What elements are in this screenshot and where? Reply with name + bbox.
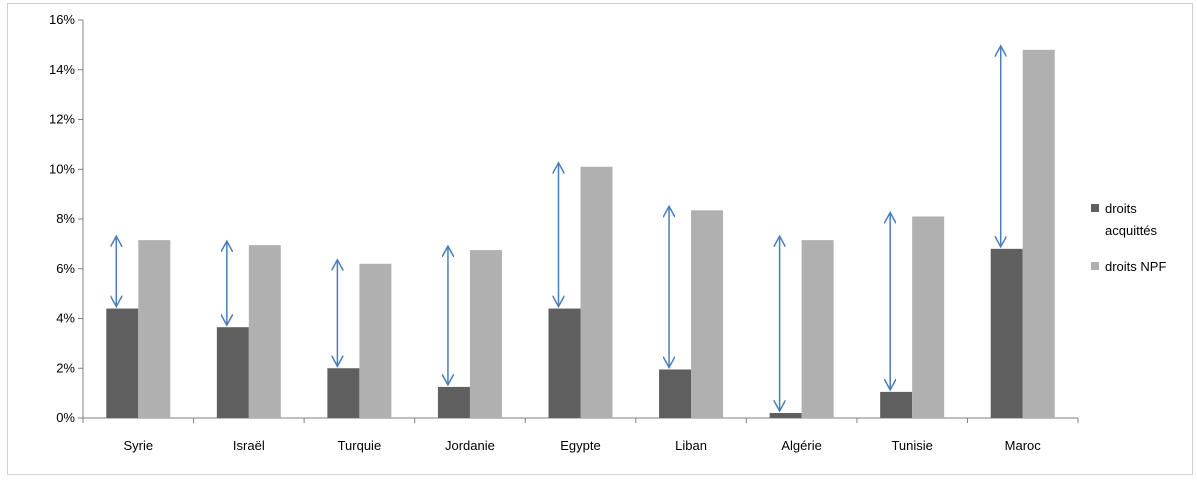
- x-tick-label: Algérie: [781, 438, 821, 453]
- bars: [106, 49, 1055, 418]
- bar-droits-acquittes: [106, 308, 139, 418]
- y-tick-label: 2%: [56, 360, 75, 375]
- bar-droits-acquittes: [216, 327, 249, 418]
- y-axis: 0% 2% 4% 6% 8% 10% 12% 14% 16%: [49, 12, 84, 425]
- bar-droits-acquittes: [327, 368, 360, 418]
- legend-label: acquittés: [1105, 223, 1158, 238]
- legend-label: droits: [1105, 201, 1137, 216]
- gap-arrows: [116, 46, 1000, 411]
- bar-droits-acquittes: [990, 248, 1023, 418]
- y-tick-label: 12%: [49, 112, 75, 127]
- bar-droits-npf: [1022, 49, 1055, 418]
- x-tick-label: Maroc: [1005, 438, 1042, 453]
- chart-frame: 0% 2% 4% 6% 8% 10% 12% 14% 16% Syrie Israël Turqui…: [7, 3, 1193, 475]
- x-tick-label: Liban: [675, 438, 707, 453]
- legend-swatch: [1091, 262, 1099, 270]
- legend: droits acquittés droits NPF: [1091, 201, 1166, 274]
- bar-droits-npf: [248, 245, 281, 418]
- y-tick-label: 16%: [49, 12, 75, 27]
- bar-droits-npf: [691, 210, 724, 418]
- legend-label: droits NPF: [1105, 259, 1166, 274]
- bar-droits-npf: [580, 166, 613, 418]
- y-tick-label: 8%: [56, 211, 75, 226]
- bar-droits-acquittes: [880, 391, 913, 418]
- bar-droits-acquittes: [769, 413, 802, 418]
- x-tick-label: Syrie: [123, 438, 153, 453]
- x-axis: Syrie Israël Turquie Jordanie Egypte Liban Alg…: [82, 417, 1079, 453]
- bar-droits-npf: [138, 240, 171, 418]
- legend-swatch: [1091, 204, 1099, 212]
- x-tick-label: Turquie: [338, 438, 382, 453]
- bar-droits-npf: [912, 216, 945, 418]
- bar-droits-acquittes: [548, 308, 581, 418]
- bar-droits-npf: [469, 250, 502, 418]
- x-tick-label: Israël: [233, 438, 265, 453]
- y-tick-label: 0%: [56, 410, 75, 425]
- bar-droits-npf: [359, 263, 392, 418]
- bar-droits-npf: [801, 240, 834, 418]
- x-tick-label: Jordanie: [445, 438, 495, 453]
- y-tick-label: 4%: [56, 311, 75, 326]
- bar-chart: 0% 2% 4% 6% 8% 10% 12% 14% 16% Syrie Israël Turqui…: [49, 12, 1166, 453]
- y-tick-label: 10%: [49, 161, 75, 176]
- x-tick-label: Tunisie: [891, 438, 932, 453]
- x-tick-label: Egypte: [560, 438, 600, 453]
- bar-droits-acquittes: [437, 386, 470, 418]
- bar-droits-acquittes: [659, 369, 692, 418]
- y-tick-label: 6%: [56, 261, 75, 276]
- y-tick-label: 14%: [49, 62, 75, 77]
